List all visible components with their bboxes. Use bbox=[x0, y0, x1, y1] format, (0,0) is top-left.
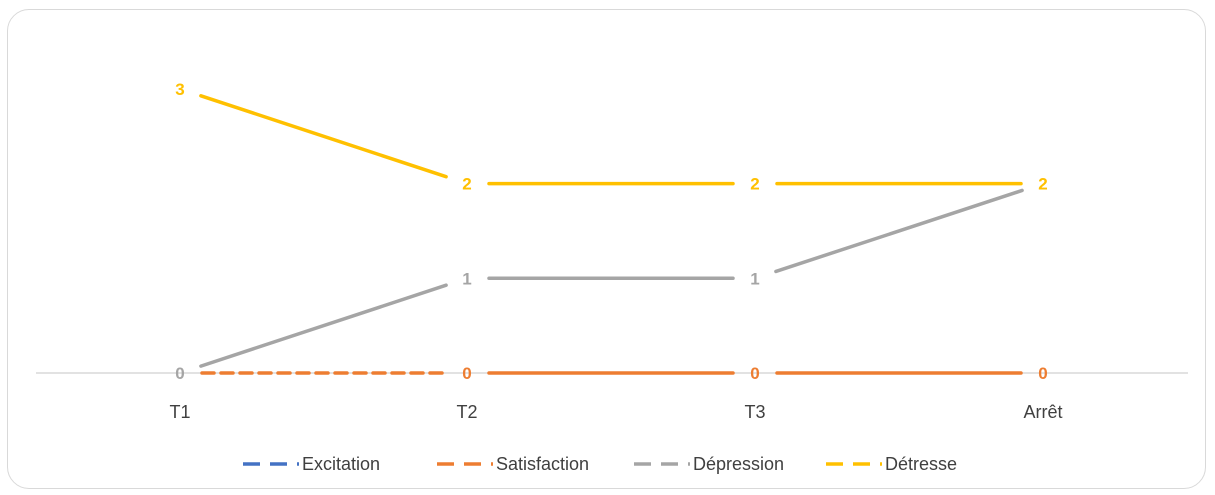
data-labels-layer: 0 1 1 0 0 0 3 2 2 2 bbox=[175, 80, 1047, 383]
data-label-detresse-3: 2 bbox=[750, 175, 759, 194]
legend-label-satisfaction: Satisfaction bbox=[496, 454, 589, 474]
legend-label-depression: Dépression bbox=[693, 454, 784, 474]
legend-item-excitation: Excitation bbox=[243, 454, 380, 474]
x-tick-label-t3: T3 bbox=[744, 402, 765, 422]
data-label-depression-1: 0 bbox=[175, 364, 184, 383]
data-label-satisfaction-3: 0 bbox=[750, 364, 759, 383]
legend: Excitation Satisfaction Dépression Détresse bbox=[243, 454, 957, 474]
data-label-detresse-4: 2 bbox=[1038, 175, 1047, 194]
data-label-satisfaction-4: 0 bbox=[1038, 364, 1047, 383]
series-depression-segment-3 bbox=[774, 188, 1024, 274]
series-detresse-segment-1 bbox=[199, 94, 448, 179]
series-layer bbox=[199, 94, 1024, 375]
data-label-detresse-1: 3 bbox=[175, 80, 184, 99]
legend-item-depression: Dépression bbox=[634, 454, 784, 474]
x-tick-label-arret: Arrêt bbox=[1023, 402, 1062, 422]
data-label-satisfaction-2: 0 bbox=[462, 364, 471, 383]
legend-item-satisfaction: Satisfaction bbox=[437, 454, 589, 474]
x-tick-label-t1: T1 bbox=[169, 402, 190, 422]
data-label-depression-2: 1 bbox=[462, 269, 471, 288]
x-tick-labels: T1 T2 T3 Arrêt bbox=[169, 402, 1062, 422]
data-label-detresse-2: 2 bbox=[462, 175, 471, 194]
legend-label-excitation: Excitation bbox=[302, 454, 380, 474]
series-depression-segment-1 bbox=[199, 283, 448, 368]
legend-label-detresse: Détresse bbox=[885, 454, 957, 474]
x-tick-label-t2: T2 bbox=[456, 402, 477, 422]
chart-frame bbox=[7, 9, 1206, 489]
legend-item-detresse: Détresse bbox=[826, 454, 957, 474]
data-label-depression-3: 1 bbox=[750, 269, 759, 288]
